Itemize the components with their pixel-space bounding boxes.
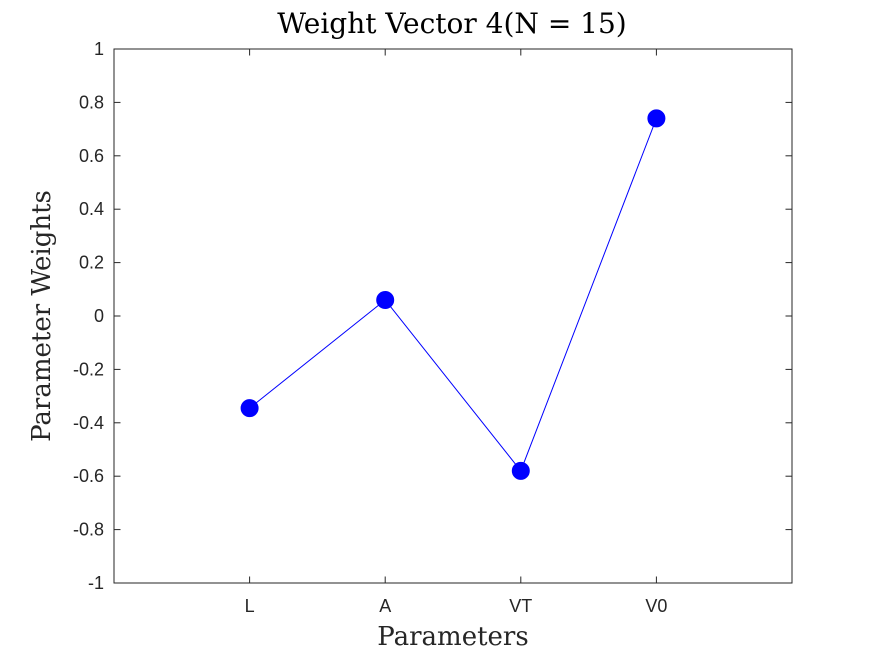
x-axis-label: Parameters xyxy=(377,622,528,652)
y-tick-label: -0.8 xyxy=(73,520,104,540)
y-tick-label: 0.4 xyxy=(79,199,104,219)
data-point-v0 xyxy=(647,109,666,128)
x-tick-label: V0 xyxy=(645,596,667,616)
x-tick-label: VT xyxy=(509,596,532,616)
data-point-vt xyxy=(511,461,530,480)
x-tick-label: A xyxy=(379,596,391,616)
plot-area: 1 0.8 0.6 0.4 0.2 0 -0.2 -0.4 -0.6 -0.8 -1 L A VT V0 xyxy=(73,39,793,616)
series-line xyxy=(249,118,657,472)
x-tick-label: L xyxy=(245,596,255,616)
y-tick-label: 0 xyxy=(94,306,104,326)
y-axis-label: Parameter Weights xyxy=(27,190,57,442)
axes-box xyxy=(113,48,793,584)
y-tick-label: 0.8 xyxy=(79,92,104,112)
y-tick-label: 1 xyxy=(94,39,104,59)
data-point-l xyxy=(240,399,259,418)
y-tick-label: -1 xyxy=(88,573,104,593)
data-series xyxy=(240,109,666,480)
x-axis-ticks: L A VT V0 xyxy=(245,49,667,616)
y-axis-ticks: 1 0.8 0.6 0.4 0.2 0 -0.2 -0.4 -0.6 -0.8 -1 xyxy=(73,39,792,593)
chart-title: Weight Vector 4(N = 15) xyxy=(277,7,626,40)
y-tick-label: -0.4 xyxy=(73,413,104,433)
y-tick-label: 0.2 xyxy=(79,253,104,273)
y-tick-label: -0.6 xyxy=(73,466,104,486)
y-tick-label: 0.6 xyxy=(79,146,104,166)
data-point-a xyxy=(376,290,395,309)
y-tick-label: -0.2 xyxy=(73,359,104,379)
